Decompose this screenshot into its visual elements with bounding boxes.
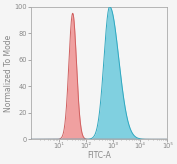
Y-axis label: Normalized To Mode: Normalized To Mode [4, 34, 13, 112]
X-axis label: FITC-A: FITC-A [87, 151, 111, 160]
